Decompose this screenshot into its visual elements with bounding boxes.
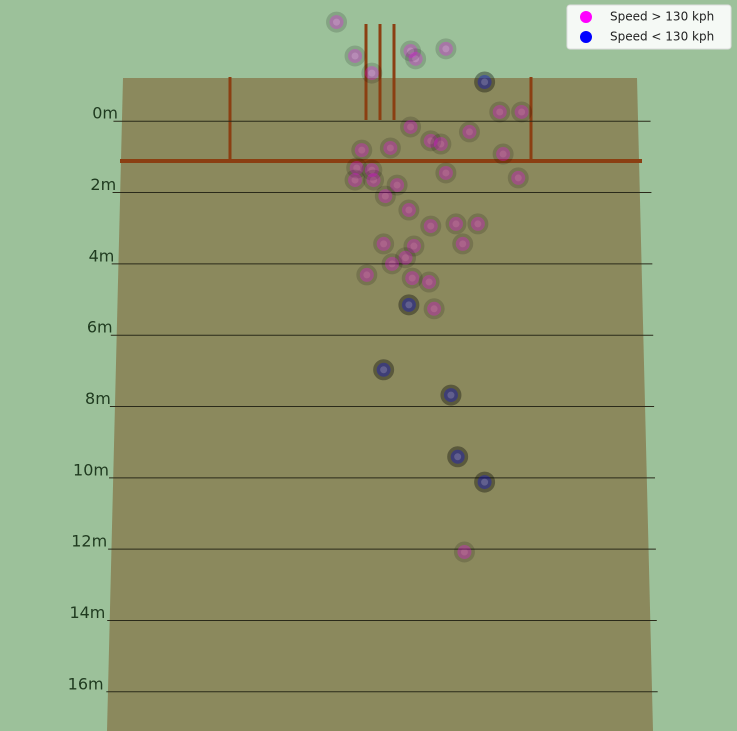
ball-point — [381, 253, 403, 275]
legend-marker — [580, 11, 592, 23]
y-tick-label: 2m — [90, 175, 116, 194]
ball-point — [374, 185, 396, 207]
ball-point — [474, 471, 496, 493]
ball-point — [346, 157, 368, 179]
ball-point — [361, 159, 383, 181]
ball-point — [445, 213, 467, 235]
ball-point — [351, 139, 373, 161]
y-tick-label: 0m — [92, 104, 118, 123]
ball-point — [386, 174, 408, 196]
ball-point — [403, 235, 425, 257]
ball-point — [458, 121, 480, 143]
ball-point — [420, 130, 442, 152]
legend-box — [566, 4, 732, 50]
ball-point — [489, 101, 511, 123]
legend-label: Speed < 130 kph — [610, 30, 714, 44]
legend-marker — [580, 31, 592, 43]
ball-point — [453, 541, 475, 563]
ball-point — [400, 40, 422, 62]
pitch — [107, 78, 653, 731]
ball-point — [507, 167, 529, 189]
y-tick-label: 16m — [68, 674, 104, 693]
stumps — [120, 24, 642, 163]
ball-point — [435, 162, 457, 184]
ball-point — [492, 143, 514, 165]
ball-point — [356, 264, 378, 286]
ball-point — [511, 101, 533, 123]
y-tick-label: 8m — [85, 389, 111, 408]
ball-point — [379, 137, 401, 159]
ball-point — [423, 298, 445, 320]
ball-point — [373, 233, 395, 255]
ball-point — [447, 446, 469, 468]
y-tick-label: 12m — [71, 532, 107, 551]
ball-point — [400, 116, 422, 138]
ball-point — [401, 267, 423, 289]
ball-point — [467, 213, 489, 235]
ball-point — [405, 48, 427, 70]
ball-point — [395, 247, 417, 269]
legend: Speed > 130 kph Speed < 130 kph — [566, 4, 732, 50]
ball-point — [344, 45, 366, 67]
ball-point — [452, 233, 474, 255]
ball-point — [430, 133, 452, 155]
legend-label: Speed > 130 kph — [610, 10, 714, 24]
y-tick-label: 6m — [87, 318, 113, 337]
ball-point — [326, 11, 348, 33]
ball-point — [420, 215, 442, 237]
ball-point — [398, 294, 420, 316]
ball-point — [344, 169, 366, 191]
y-tick-label: 4m — [89, 246, 115, 265]
ball-point — [474, 71, 496, 93]
ball-point — [363, 169, 385, 191]
ball-point — [373, 359, 395, 381]
ball-point — [435, 38, 457, 60]
y-tick-label: 10m — [73, 460, 109, 479]
ball-point — [398, 199, 420, 221]
y-tick-label: 14m — [69, 603, 105, 622]
ball-point — [361, 62, 383, 84]
ball-point — [418, 271, 440, 293]
ball-point — [440, 384, 462, 406]
